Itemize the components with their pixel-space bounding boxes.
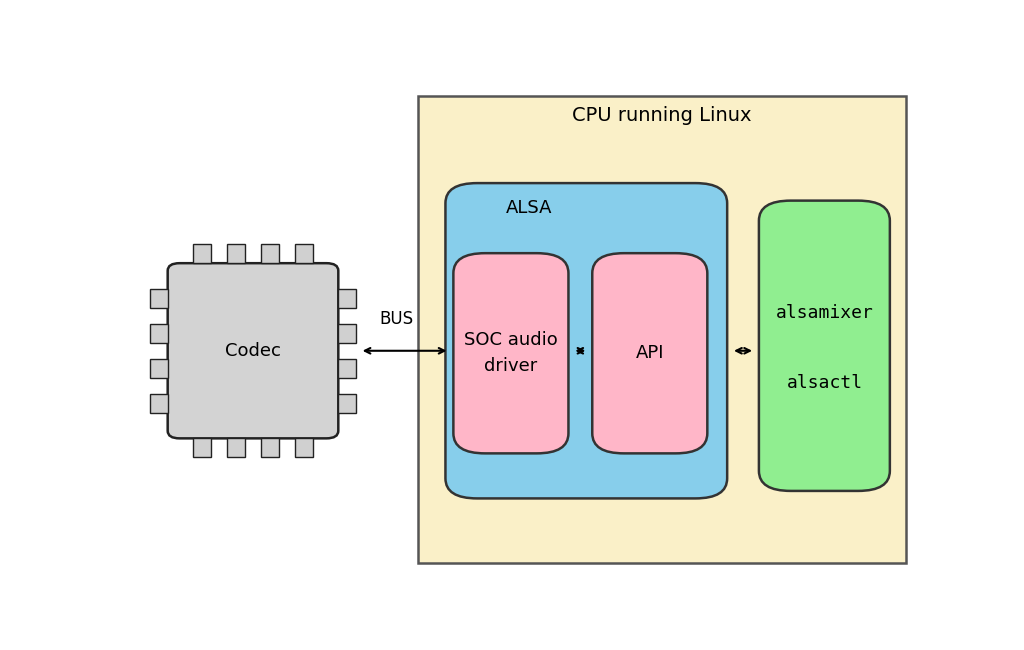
Bar xyxy=(194,438,211,458)
Text: alsamixer

alsactl: alsamixer alsactl xyxy=(776,304,873,392)
Text: Codec: Codec xyxy=(224,342,281,359)
Bar xyxy=(151,324,168,343)
Bar xyxy=(338,359,355,378)
Text: ALSA: ALSA xyxy=(506,199,552,217)
Text: SOC audio
driver: SOC audio driver xyxy=(464,331,558,376)
Text: API: API xyxy=(636,344,664,362)
FancyBboxPatch shape xyxy=(168,263,338,438)
Bar xyxy=(338,324,355,343)
Bar xyxy=(151,359,168,378)
Bar xyxy=(296,438,313,458)
Text: CPU running Linux: CPU running Linux xyxy=(572,106,752,125)
Bar xyxy=(227,438,245,458)
FancyBboxPatch shape xyxy=(445,183,727,499)
Bar xyxy=(261,244,279,263)
Bar xyxy=(296,244,313,263)
FancyBboxPatch shape xyxy=(454,254,568,454)
Bar xyxy=(418,96,906,564)
Text: BUS: BUS xyxy=(379,310,414,328)
Bar xyxy=(151,289,168,307)
Bar xyxy=(261,438,279,458)
Bar xyxy=(338,289,355,307)
Bar xyxy=(194,244,211,263)
Bar xyxy=(338,394,355,413)
Bar xyxy=(151,394,168,413)
FancyBboxPatch shape xyxy=(759,201,890,491)
Bar xyxy=(227,244,245,263)
FancyBboxPatch shape xyxy=(592,254,708,454)
